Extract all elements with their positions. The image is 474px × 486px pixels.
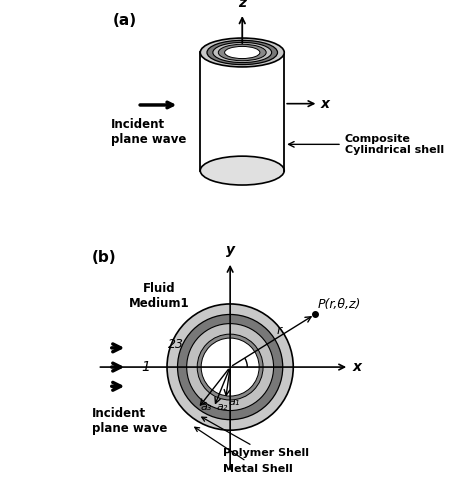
Text: a₂: a₂: [217, 402, 228, 412]
Text: θ: θ: [249, 374, 257, 387]
Text: Incident
plane wave: Incident plane wave: [111, 118, 186, 146]
Text: y: y: [226, 243, 235, 257]
Ellipse shape: [207, 40, 277, 65]
Text: Metal Shell: Metal Shell: [195, 427, 293, 474]
Text: x: x: [353, 360, 362, 374]
Text: P(r,θ,z): P(r,θ,z): [318, 298, 361, 311]
Ellipse shape: [200, 38, 284, 67]
Text: z: z: [238, 0, 246, 10]
Polygon shape: [200, 52, 284, 171]
Text: Incident
plane wave: Incident plane wave: [92, 407, 167, 435]
Text: (b): (b): [92, 250, 117, 265]
Text: Fluid
Medium2: Fluid Medium2: [199, 349, 256, 371]
Text: o: o: [220, 370, 228, 383]
Text: 2: 2: [168, 338, 176, 351]
Text: x: x: [321, 97, 330, 111]
Text: (a): (a): [112, 13, 137, 28]
Text: Composite
Cylindrical shell: Composite Cylindrical shell: [345, 134, 444, 155]
Text: Fluid
Medium1: Fluid Medium1: [129, 282, 190, 310]
Text: a₁: a₁: [228, 397, 240, 407]
Text: 4: 4: [211, 373, 220, 387]
Text: a₃: a₃: [201, 402, 212, 412]
Ellipse shape: [213, 42, 272, 63]
Circle shape: [167, 304, 293, 430]
Text: r: r: [277, 324, 282, 337]
Ellipse shape: [225, 47, 260, 58]
Circle shape: [197, 334, 263, 400]
Circle shape: [178, 314, 283, 420]
Text: 3: 3: [175, 338, 183, 351]
Ellipse shape: [219, 44, 266, 61]
Circle shape: [201, 338, 259, 396]
Text: 1: 1: [141, 360, 150, 374]
Text: Polymer Shell: Polymer Shell: [202, 417, 309, 458]
Ellipse shape: [200, 156, 284, 185]
Circle shape: [187, 324, 273, 411]
